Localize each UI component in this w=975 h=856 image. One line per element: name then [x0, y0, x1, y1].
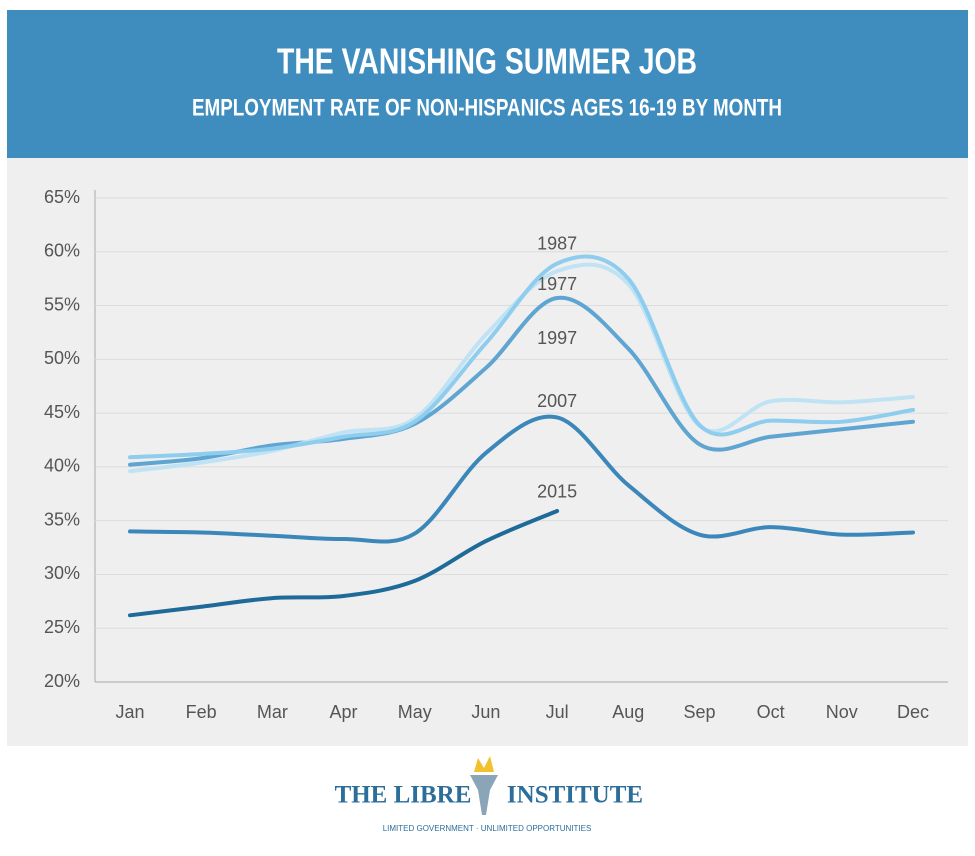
x-tick-label: Oct	[757, 702, 785, 722]
y-tick-label: 45%	[44, 402, 80, 422]
series-line	[128, 254, 915, 460]
x-tick-label: Nov	[826, 702, 858, 722]
series-line	[128, 296, 915, 467]
y-tick-label: 20%	[44, 671, 80, 691]
x-tick-label: Sep	[683, 702, 715, 722]
x-tick-label: Apr	[330, 702, 358, 722]
y-tick-label: 60%	[44, 241, 80, 261]
series-line	[128, 508, 560, 618]
chart-subtitle: EMPLOYMENT RATE OF NON-HISPANICS AGES 16…	[192, 94, 782, 121]
x-tick-label: Jan	[115, 702, 144, 722]
chart-title: THE VANISHING SUMMER JOB	[277, 41, 697, 82]
series-label: 1977	[537, 274, 577, 294]
torch-icon	[470, 775, 498, 815]
y-tick-label: 40%	[44, 456, 80, 476]
flame-icon	[474, 756, 494, 772]
logo-left: THE LIBRE	[335, 782, 472, 809]
x-tick-label: Jun	[471, 702, 500, 722]
series-label: 1987	[537, 233, 577, 253]
y-tick-label: 30%	[44, 563, 80, 583]
y-tick-label: 55%	[44, 294, 80, 314]
x-tick-label: Aug	[612, 702, 644, 722]
x-tick-label: Feb	[186, 702, 217, 722]
series-label: 2015	[537, 482, 577, 502]
series-line	[128, 262, 915, 474]
x-tick-label: Mar	[257, 702, 288, 722]
y-tick-label: 35%	[44, 509, 80, 529]
x-tick-label: May	[398, 702, 432, 722]
y-tick-label: 50%	[44, 348, 80, 368]
x-tick-label: Jul	[546, 702, 569, 722]
y-tick-label: 25%	[44, 617, 80, 637]
series-line	[128, 414, 915, 544]
logo: THE LIBRE INSTITUTE LIMITED GOVERNMENT ·…	[335, 756, 643, 833]
header-band	[7, 10, 968, 158]
series-label: 2007	[537, 391, 577, 411]
logo-tagline: LIMITED GOVERNMENT · UNLIMITED OPPORTUNI…	[383, 824, 592, 833]
y-tick-label: 65%	[44, 187, 80, 207]
x-tick-label: Dec	[897, 702, 929, 722]
logo-right: INSTITUTE	[507, 782, 643, 809]
series-label: 1997	[537, 328, 577, 348]
